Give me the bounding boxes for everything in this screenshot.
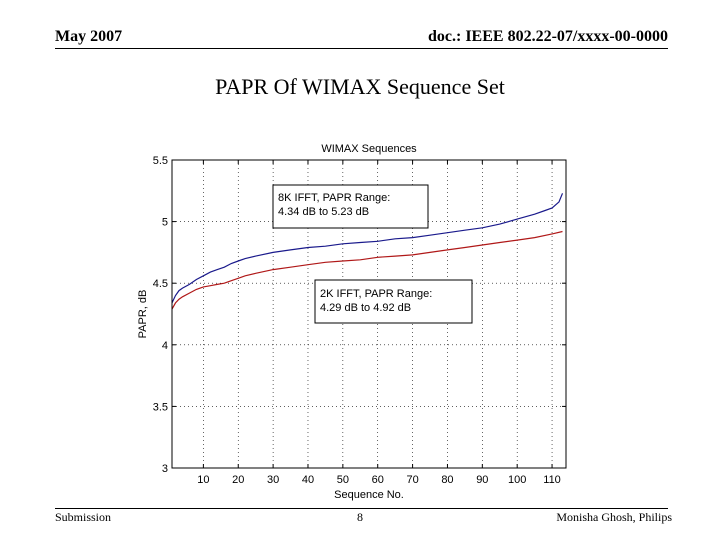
y-axis-label: PAPR, dB	[137, 290, 149, 339]
y-tick-label: 4	[162, 340, 168, 352]
x-tick-label: 50	[337, 474, 349, 486]
plot-frame	[171, 159, 567, 469]
annotation-2k-line2: 4.29 dB to 4.92 dB	[320, 302, 411, 314]
series-line-2	[171, 230, 563, 310]
y-tick-label: 3	[162, 463, 168, 475]
header-doc-id: doc.: IEEE 802.22-07/xxxx-00-0000	[428, 28, 668, 45]
x-tick-label: 60	[372, 474, 384, 486]
annotation-2k-box	[314, 279, 473, 324]
footer-page-number: 8	[357, 510, 363, 524]
header-date: May 2007	[55, 28, 123, 45]
annotation-8k-line1: 8K IFFT, PAPR Range:	[278, 192, 390, 204]
x-tick-label: 100	[508, 474, 526, 486]
x-tick-label: 30	[267, 474, 279, 486]
series-group	[171, 193, 564, 310]
footer-author: Monisha Ghosh, Philips	[556, 510, 672, 524]
slide-title: PAPR Of WIMAX Sequence Set	[215, 74, 505, 99]
x-tick-label: 90	[476, 474, 488, 486]
annotation-8k: 8K IFFT, PAPR Range: 4.34 dB to 5.23 dB	[272, 184, 429, 229]
x-tick-label: 10	[197, 474, 209, 486]
y-tick-label: 4.5	[153, 278, 168, 290]
chart-title: WIMAX Sequences	[321, 143, 417, 155]
x-tick-label: 70	[406, 474, 418, 486]
annotation-8k-line2: 4.34 dB to 5.23 dB	[278, 206, 369, 218]
x-tick-label: 40	[302, 474, 314, 486]
header-rule	[55, 48, 668, 49]
annotation-2k: 2K IFFT, PAPR Range: 4.29 dB to 4.92 dB	[314, 279, 473, 324]
annotation-2k-line1: 2K IFFT, PAPR Range:	[320, 288, 432, 300]
x-tick-label: 80	[441, 474, 453, 486]
x-tick-label: 110	[543, 474, 561, 486]
footer-submission: Submission	[55, 510, 112, 524]
x-axis-label: Sequence No.	[334, 489, 404, 501]
series-line-1	[171, 193, 564, 304]
y-tick-label: 5	[162, 217, 168, 229]
x-tick-label: 20	[232, 474, 244, 486]
y-tick-label: 5.5	[153, 155, 168, 167]
y-tick-label: 3.5	[153, 401, 168, 413]
annotation-8k-box	[272, 184, 429, 229]
ticks: 10 20 30 40 50 60 70 80 90 100 110 3 3.5 4 4.5 5 5.5	[153, 155, 566, 486]
footer-rule	[55, 508, 668, 509]
